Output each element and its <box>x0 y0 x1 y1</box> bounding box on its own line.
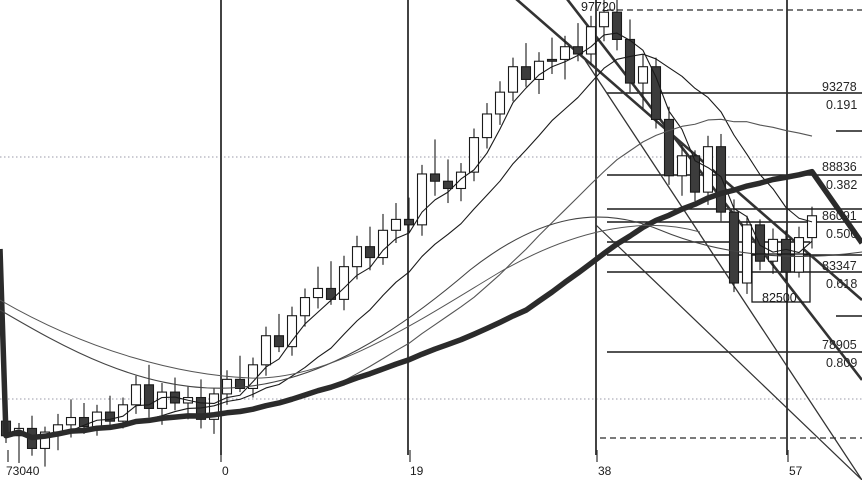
candle-body-down[interactable] <box>715 146 727 213</box>
candle-body-up[interactable] <box>702 146 714 193</box>
candle-body-up[interactable] <box>299 297 311 317</box>
candle-body-down[interactable] <box>546 58 558 62</box>
ma-longterm-thick-line <box>0 168 862 441</box>
price-label-83347: 83347 <box>822 259 857 273</box>
candle-body-down[interactable] <box>520 66 532 80</box>
candle-body-up[interactable] <box>312 287 324 299</box>
candle-body-up[interactable] <box>286 315 298 348</box>
candle-body-up[interactable] <box>676 155 688 177</box>
candle-body-up[interactable] <box>416 173 428 226</box>
candle-body-up[interactable] <box>338 266 350 300</box>
candle-body-down[interactable] <box>104 411 116 422</box>
candle-body-up[interactable] <box>559 46 571 60</box>
candle-body-up[interactable] <box>481 113 493 139</box>
annotation-high-price: 97720 <box>581 0 616 14</box>
trendline-aux-0 <box>595 224 862 480</box>
ma-baseline-curve-2 <box>0 224 701 379</box>
xtick-label-0: 73040 <box>6 464 40 478</box>
annotation-box-price: 82500 <box>762 291 797 305</box>
candle-body-up[interactable] <box>260 335 272 366</box>
candle-body-down[interactable] <box>611 11 623 40</box>
candle-body-up[interactable] <box>494 91 506 115</box>
candle-body-up[interactable] <box>533 60 545 80</box>
candle-body-up[interactable] <box>351 246 363 268</box>
ma-fast-line <box>5 32 813 439</box>
fib-ratio-0382: 0.382 <box>826 178 858 192</box>
xtick-label-1: 0 <box>222 464 229 478</box>
candle-body-up[interactable] <box>455 171 467 190</box>
candle-body-up[interactable] <box>793 237 805 273</box>
price-label-93278: 93278 <box>822 80 857 94</box>
ma-medium-line <box>5 53 813 439</box>
candle-body-down[interactable] <box>624 38 636 84</box>
candle-body-up[interactable] <box>377 229 389 259</box>
xtick-label-3: 38 <box>598 464 612 478</box>
candle-body-down[interactable] <box>663 118 675 177</box>
candle-body-up[interactable] <box>221 378 233 395</box>
fib-ratio-0500: 0.500 <box>826 227 858 241</box>
candle-body-down[interactable] <box>403 218 415 226</box>
candle-body-up[interactable] <box>91 411 103 428</box>
candle-body-up[interactable] <box>39 431 51 449</box>
ma-baseline-curve <box>0 216 862 389</box>
price-label-78905: 78905 <box>822 338 857 352</box>
price-label-88836: 88836 <box>822 160 857 174</box>
candle-body-down[interactable] <box>325 287 337 300</box>
candle-body-down[interactable] <box>728 211 740 284</box>
candle-body-up[interactable] <box>598 11 610 28</box>
candle-body-up[interactable] <box>585 26 597 55</box>
candle-body-down[interactable] <box>572 46 584 55</box>
candle-body-up[interactable] <box>65 416 77 426</box>
candle-body-up[interactable] <box>130 384 142 406</box>
candle-body-up[interactable] <box>507 66 519 93</box>
candle-body-down[interactable] <box>273 335 285 348</box>
candle-body-down[interactable] <box>364 246 376 259</box>
fib-ratio-0618: 0.618 <box>826 277 858 291</box>
candle-body-down[interactable] <box>650 66 662 120</box>
fib-ratio-0809: 0.809 <box>826 356 858 370</box>
candle-body-down[interactable] <box>234 378 246 389</box>
candle-body-down[interactable] <box>429 173 441 182</box>
candle-body-up[interactable] <box>468 137 480 173</box>
fib-ratio-0191: 0.191 <box>826 98 858 112</box>
price-label-86091: 86091 <box>822 209 857 223</box>
xtick-label-4: 57 <box>789 464 803 478</box>
candle-body-down[interactable] <box>78 416 90 428</box>
candle-body-up[interactable] <box>806 215 818 239</box>
highlight-box[interactable] <box>751 253 811 303</box>
candle-body-down[interactable] <box>689 155 701 193</box>
xtick-label-2: 19 <box>410 464 424 478</box>
candle-body-up[interactable] <box>637 66 649 84</box>
candle-body-up[interactable] <box>156 391 168 409</box>
candle-body-down[interactable] <box>754 224 766 262</box>
candle-body-down[interactable] <box>143 384 155 409</box>
candle-body-up[interactable] <box>390 218 402 231</box>
trendline-downtrend-fan <box>584 59 862 480</box>
candle-body-down[interactable] <box>442 180 454 190</box>
